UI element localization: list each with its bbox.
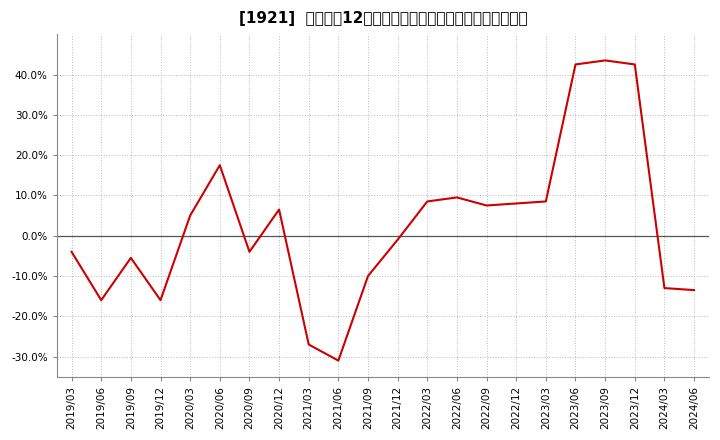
Title: [1921]  売上高の12か月移動合計の対前年同期増減率の推移: [1921] 売上高の12か月移動合計の対前年同期増減率の推移 — [238, 11, 527, 26]
